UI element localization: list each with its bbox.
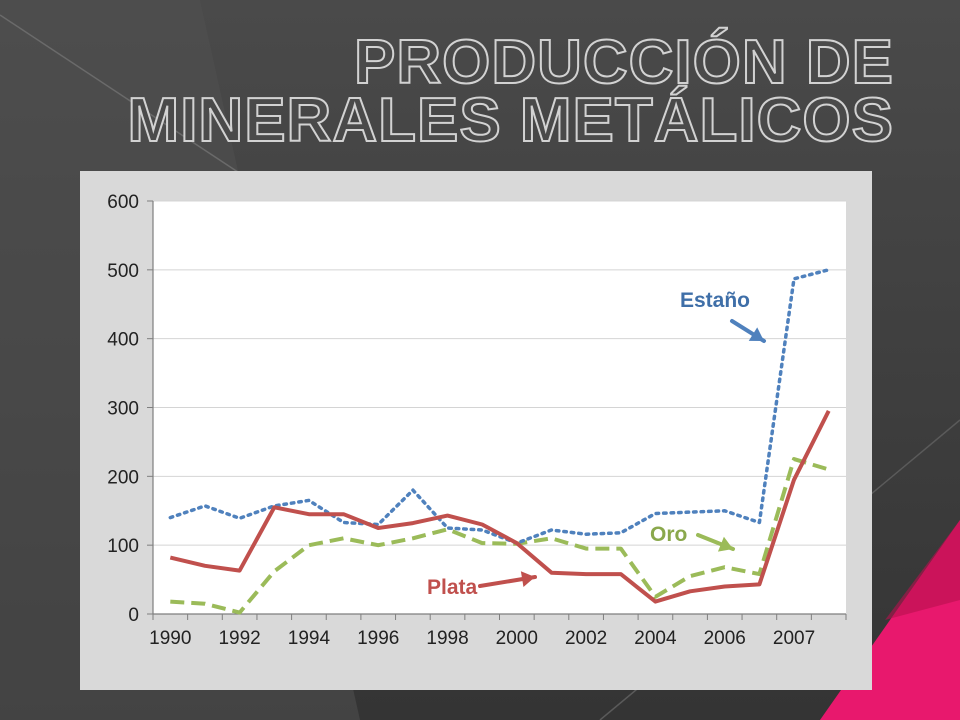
x-tick-label: 1990 <box>149 628 191 649</box>
y-tick-label: 300 <box>107 399 139 420</box>
x-axis-ticks: 1990 1992 1994 1996 1998 2000 2002 2004 2006 2007 <box>149 614 847 649</box>
x-tick-label: 2000 <box>496 628 538 649</box>
chart-frame: 0 100 200 300 400 500 600 1990 1992 1994 1996 1998… <box>80 171 872 690</box>
accent-corner-shadow <box>885 520 960 620</box>
series-label-plata: Plata <box>427 576 478 599</box>
x-tick-label: 2002 <box>565 628 607 649</box>
series-line-plata <box>169 410 831 604</box>
x-tick-label: 2006 <box>704 628 746 649</box>
slide-title: PRODUCCIÓN DE MINERALES METÁLICOS <box>127 28 894 155</box>
arrow-oro-head <box>717 536 733 552</box>
series-label-estano: Estaño <box>680 289 750 312</box>
y-tick-label: 500 <box>107 261 139 282</box>
y-tick-label: 0 <box>128 605 139 626</box>
slide-title-line-2: MINERALES METÁLICOS <box>127 86 894 155</box>
y-tick-label: 200 <box>107 467 139 488</box>
x-tick-label: 2004 <box>634 628 677 649</box>
series-label-oro: Oro <box>650 523 687 546</box>
series-lines <box>168 268 831 615</box>
y-tick-label: 100 <box>107 536 139 557</box>
x-tick-label: 2007 <box>773 628 815 649</box>
arrow-plata-head <box>520 571 535 587</box>
y-tick-label: 600 <box>107 192 139 213</box>
x-tick-label: 1996 <box>357 628 399 649</box>
gridlines <box>153 200 846 546</box>
series-annotations: Estaño Oro Plata <box>427 289 766 599</box>
x-tick-label: 1994 <box>288 628 331 649</box>
slide-title-line-1: PRODUCCIÓN DE <box>353 28 894 97</box>
y-axis-ticks: 0 100 200 300 400 500 600 <box>107 192 153 626</box>
series-line-estaño <box>168 268 831 545</box>
line-chart: 0 100 200 300 400 500 600 1990 1992 1994 1996 1998… <box>107 192 847 649</box>
x-tick-label: 1998 <box>426 628 468 649</box>
background-diagonal-line <box>0 14 251 181</box>
x-tick-label: 1992 <box>218 628 260 649</box>
y-tick-label: 400 <box>107 330 139 351</box>
series-line-oro <box>170 457 830 615</box>
arrow-estano-head <box>748 327 764 341</box>
